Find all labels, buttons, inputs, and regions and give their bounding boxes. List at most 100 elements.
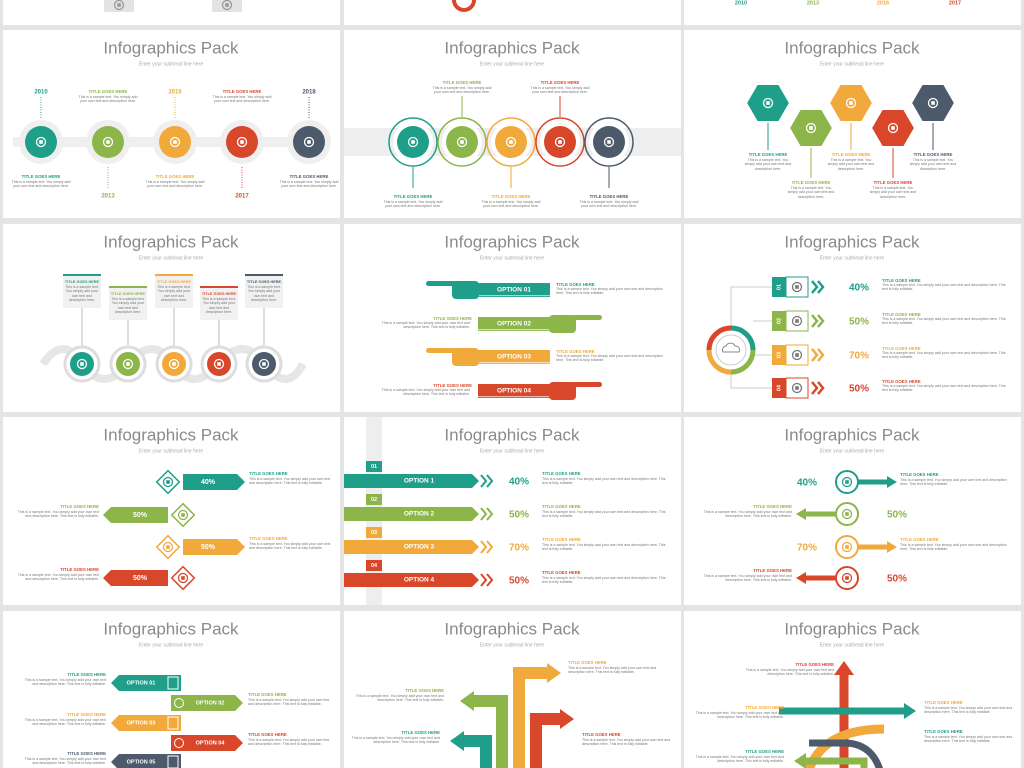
body-text: This is a sample text. You simply add yo… [383, 200, 443, 209]
option-bar [478, 384, 550, 398]
node-ring [437, 117, 487, 167]
body-text: This is a sample text. You simply add yo… [351, 736, 440, 745]
bar-edge [478, 329, 550, 331]
body-text-box: This is a sample text. You simply add yo… [249, 542, 330, 550]
flow-arrow [530, 713, 562, 768]
percent-label: 50% [887, 574, 907, 585]
item-title: TITLE GOES HERE [492, 194, 531, 199]
body-text-box: This is a sample text. You simply add yo… [213, 95, 272, 103]
slide-subtitle: Enter your subhead line here [480, 255, 544, 261]
number-label: 03 [371, 530, 377, 536]
item-title: TITLE GOES HERE [111, 292, 146, 296]
flow-arrow [513, 667, 549, 768]
flow-arrow [462, 735, 492, 768]
item-title: TITLE GOES HERE [67, 712, 106, 717]
body-text: This is a sample text. You simply add yo… [556, 354, 663, 363]
body-text-box: This is a sample text. You simply add yo… [78, 95, 138, 104]
number-label: 01 [776, 284, 782, 290]
body-text: This is a sample text. You simply add yo… [78, 95, 138, 104]
option-label: OPTION 01 [497, 287, 531, 294]
option-label: OPTION 01 [127, 680, 156, 686]
body-text: This is a sample text. You simply add yo… [703, 574, 792, 583]
icon [307, 140, 311, 144]
option-label: OPTION 02 [497, 321, 531, 328]
icon [126, 362, 130, 366]
body-text-box: This is a sample text. You simply add yo… [111, 297, 145, 314]
icon [931, 101, 935, 105]
body-text: This is a sample text. You simply add yo… [542, 576, 666, 585]
body-text-box: This is a sample text. You simply add yo… [280, 180, 339, 188]
year-label: 2016 [168, 90, 182, 96]
icon [240, 140, 244, 144]
item-title: TITLE GOES HERE [874, 180, 913, 185]
slide: Infographics Pack Enter your subhead line… [344, 417, 681, 605]
slide-title: Infographics Pack [784, 232, 920, 251]
item-title: TITLE GOES HERE [248, 732, 287, 737]
icon [887, 122, 899, 134]
item-title: TITLE GOES HERE [89, 89, 128, 94]
icon [791, 315, 803, 327]
icon [76, 358, 88, 370]
arrow [183, 539, 245, 555]
arrow [111, 715, 181, 731]
icon [236, 136, 248, 148]
finger [426, 281, 456, 286]
icon [168, 358, 180, 370]
body-text-box: This is a sample text. You simply add yo… [433, 86, 492, 94]
body-text: This is a sample text. You simply add yo… [542, 543, 666, 552]
icon [221, 0, 233, 11]
body-text: This is a sample text. You simply add yo… [247, 285, 281, 303]
percent-label: 50% [509, 576, 529, 587]
body-text: This is a sample text. You simply add yo… [924, 706, 1013, 715]
card-bar [63, 274, 101, 276]
percent-label: 70% [509, 543, 529, 554]
body-text: This is a sample text. You simply add yo… [900, 478, 1007, 487]
body-text: This is a sample text. You simply add yo… [695, 711, 784, 720]
icon [805, 122, 817, 134]
option-label: OPTION 03 [127, 720, 156, 726]
icon [35, 136, 47, 148]
chevron [811, 314, 819, 328]
arrow-head [887, 476, 897, 488]
icon [845, 97, 857, 109]
body-text-box: This is a sample text. You simply add yo… [247, 285, 281, 303]
body-text: This is a sample text. You simply add yo… [355, 694, 444, 703]
slide-subtitle: Enter your subhead line here [480, 61, 544, 67]
ring-segment [706, 325, 732, 351]
chevron [811, 381, 819, 395]
icon [181, 513, 185, 517]
body-text: This is a sample text. You simply add yo… [65, 285, 99, 303]
year-label: 2013 [101, 194, 115, 200]
item-title: TITLE GOES HERE [541, 80, 580, 85]
arrow-head [547, 663, 561, 683]
icon [162, 541, 174, 553]
icon [39, 140, 43, 144]
card [245, 274, 283, 308]
icon [603, 136, 615, 148]
icon [841, 508, 853, 520]
bar-edge [478, 396, 550, 398]
option-label: OPTION 02 [196, 700, 225, 706]
body-text-box: This is a sample text. You simply add yo… [900, 543, 1007, 551]
icon [166, 480, 170, 484]
icon [117, 3, 121, 7]
chevron [811, 280, 819, 294]
number-tab [772, 311, 786, 331]
body-text-box: This is a sample text. You simply add yo… [568, 666, 656, 674]
number-tab [366, 461, 382, 472]
body-text-box: This is a sample text. You simply add yo… [924, 735, 1012, 743]
icon [258, 358, 270, 370]
body-text: This is a sample text. You simply add yo… [909, 158, 957, 171]
item-title: TITLE GOES HERE [65, 280, 100, 284]
body-text-box: This is a sample text. You simply add yo… [580, 200, 639, 208]
slide-subtitle: Enter your subhead line here [820, 642, 884, 648]
arrow-head [904, 703, 916, 719]
item-title: TITLE GOES HERE [753, 568, 792, 573]
chevron [817, 381, 825, 395]
body-text-box: This is a sample text. You simply add yo… [18, 510, 99, 518]
item-title: TITLE GOES HERE [202, 292, 237, 296]
body-text: This is a sample text. You simply add yo… [17, 573, 99, 582]
number-label: 02 [371, 497, 377, 503]
item-title: TITLE GOES HERE [248, 692, 287, 697]
icon [172, 362, 176, 366]
